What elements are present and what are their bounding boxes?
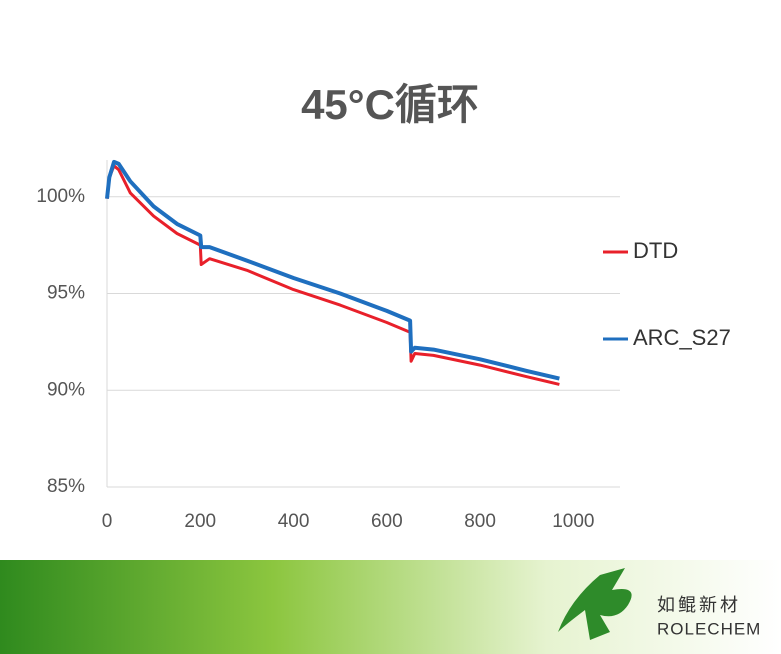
series-line (105, 159, 560, 381)
y-tick-label: 90% (47, 379, 85, 400)
x-tick-label: 800 (464, 511, 496, 532)
logo-name: 如鲲新材 (657, 595, 741, 615)
y-tick-label: 100% (36, 186, 85, 207)
footer-band (0, 560, 781, 654)
x-tick-label: 0 (102, 511, 113, 532)
x-tick-label: 600 (371, 511, 403, 532)
legend-label: ARC_S27 (633, 325, 731, 350)
x-tick-label: 1000 (552, 511, 594, 532)
chart-title: 45°C循环 (301, 81, 479, 128)
plot: 85% 90% 95% 100% 0 200 400 600 800 1000 DTD ARC_S27 (36, 159, 731, 532)
logo-subtitle: ROLECHEM (657, 619, 761, 638)
x-tick-label: 200 (184, 511, 216, 532)
x-tick-label: 400 (278, 511, 310, 532)
legend-label: DTD (633, 238, 678, 263)
y-tick-label: 85% (47, 476, 85, 497)
logo-icon (558, 568, 632, 640)
series-line (105, 164, 560, 386)
y-tick-label: 95% (47, 283, 85, 304)
